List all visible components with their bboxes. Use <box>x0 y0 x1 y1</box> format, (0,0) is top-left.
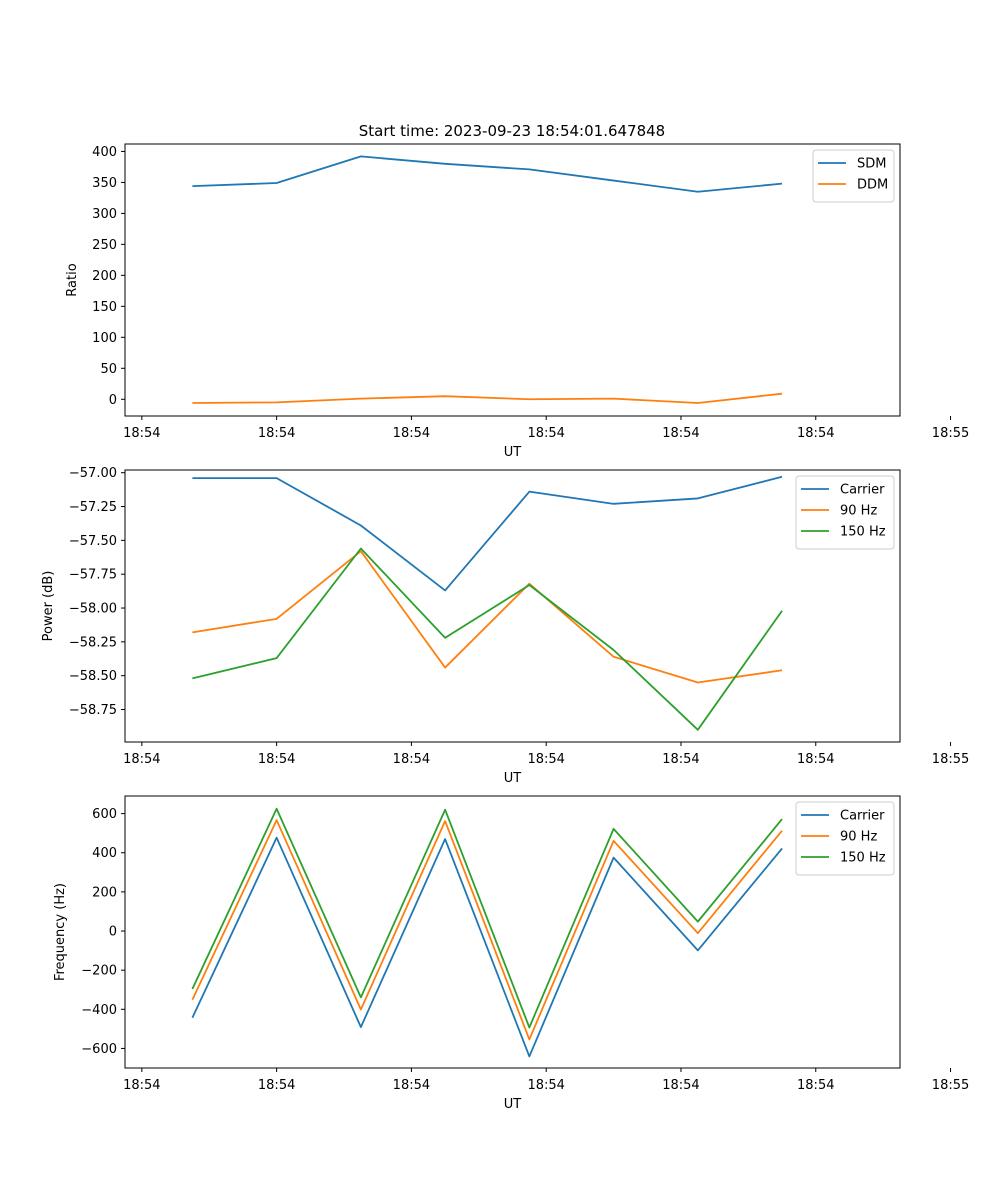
legend-label: Carrier <box>840 483 885 498</box>
x-tick-label: 18:54 <box>123 752 160 767</box>
y-tick-label: −600 <box>81 1042 117 1057</box>
x-tick-label: 18:54 <box>393 1078 430 1093</box>
legend-label: DDM <box>857 178 888 193</box>
legend-label: SDM <box>857 157 886 172</box>
series-line-150-hz <box>191 807 783 1029</box>
axes-frame <box>124 143 901 417</box>
y-tick-label: −58.25 <box>69 635 117 650</box>
series-line-carrier <box>191 836 783 1058</box>
y-tick-label: 150 <box>92 300 117 315</box>
y-tick-label: −58.00 <box>69 602 117 617</box>
y-tick-label: 0 <box>109 925 117 940</box>
x-tick-label: 18:54 <box>123 1078 160 1093</box>
x-axis-label: UT <box>504 771 522 786</box>
legend: Carrier 90 Hz 150 Hz <box>795 801 895 876</box>
chart-ratio: 18:54 18:54 18:54 18:54 18:54 18:54 18:55 0 50 10… <box>65 143 969 460</box>
y-axis-label: Ratio <box>65 263 80 296</box>
x-tick-label: 18:54 <box>527 752 564 767</box>
figure-title: Start time: 2023-09-23 18:54:01.647848 <box>359 122 665 140</box>
axes-frame <box>124 469 901 743</box>
y-tick-label: −57.00 <box>69 466 117 481</box>
y-tick-label: 400 <box>92 145 117 160</box>
series-line-150-hz <box>192 547 783 731</box>
x-tick-label: 18:55 <box>932 426 969 441</box>
chart-power: 18:54 18:54 18:54 18:54 18:54 18:54 18:55 −57.0… <box>41 466 969 786</box>
series-line-90-hz <box>191 819 783 1041</box>
y-tick-label: 250 <box>92 238 117 253</box>
legend: Carrier 90 Hz 150 Hz <box>795 475 895 550</box>
y-tick-label: 100 <box>92 331 117 346</box>
x-tick-label: 18:54 <box>393 752 430 767</box>
x-axis-label: UT <box>504 445 522 460</box>
y-tick-label: −200 <box>81 964 117 979</box>
x-tick-label: 18:54 <box>662 426 699 441</box>
x-tick-label: 18:54 <box>527 1078 564 1093</box>
y-axis-label: Frequency (Hz) <box>53 883 68 981</box>
y-tick-label: −58.50 <box>69 669 117 684</box>
x-tick-label: 18:54 <box>258 1078 295 1093</box>
y-tick-label: 50 <box>100 362 117 377</box>
y-tick-label: 400 <box>92 846 117 861</box>
series-line-carrier <box>192 475 783 592</box>
x-tick-label: 18:54 <box>662 752 699 767</box>
y-tick-label: 0 <box>109 393 117 408</box>
x-tick-label: 18:54 <box>797 752 834 767</box>
series-line-90-hz <box>192 550 783 684</box>
x-tick-label: 18:54 <box>797 1078 834 1093</box>
axes-frame <box>124 795 901 1069</box>
y-tick-label: 200 <box>92 269 117 284</box>
x-tick-label: 18:55 <box>932 1078 969 1093</box>
x-tick-label: 18:54 <box>662 1078 699 1093</box>
y-tick-label: 350 <box>92 176 117 191</box>
chart-frequency: 18:54 18:54 18:54 18:54 18:54 18:54 18:55 −600 −… <box>53 795 969 1112</box>
y-tick-label: 300 <box>92 207 117 222</box>
y-axis-label: Power (dB) <box>41 571 56 642</box>
x-tick-label: 18:54 <box>527 426 564 441</box>
series-line-sdm <box>192 155 783 193</box>
x-tick-label: 18:54 <box>123 426 160 441</box>
y-tick-label: 200 <box>92 885 117 900</box>
x-tick-label: 18:54 <box>797 426 834 441</box>
legend-label: 150 Hz <box>840 525 886 540</box>
legend-label: 90 Hz <box>840 504 877 519</box>
legend: SDM DDM <box>812 149 895 203</box>
x-tick-label: 18:54 <box>258 426 295 441</box>
y-tick-label: −58.75 <box>69 703 117 718</box>
legend-label: 150 Hz <box>840 851 886 866</box>
legend-label: 90 Hz <box>840 830 877 845</box>
x-tick-label: 18:54 <box>393 426 430 441</box>
x-axis-label: UT <box>504 1097 522 1112</box>
y-tick-label: 600 <box>92 807 117 822</box>
y-tick-label: −57.75 <box>69 568 117 583</box>
x-tick-label: 18:55 <box>932 752 969 767</box>
legend-label: Carrier <box>840 809 885 824</box>
y-tick-label: −57.25 <box>69 500 117 515</box>
y-tick-label: −57.50 <box>69 534 117 549</box>
y-tick-label: −400 <box>81 1003 117 1018</box>
x-tick-label: 18:54 <box>258 752 295 767</box>
series-line-ddm <box>192 392 783 404</box>
